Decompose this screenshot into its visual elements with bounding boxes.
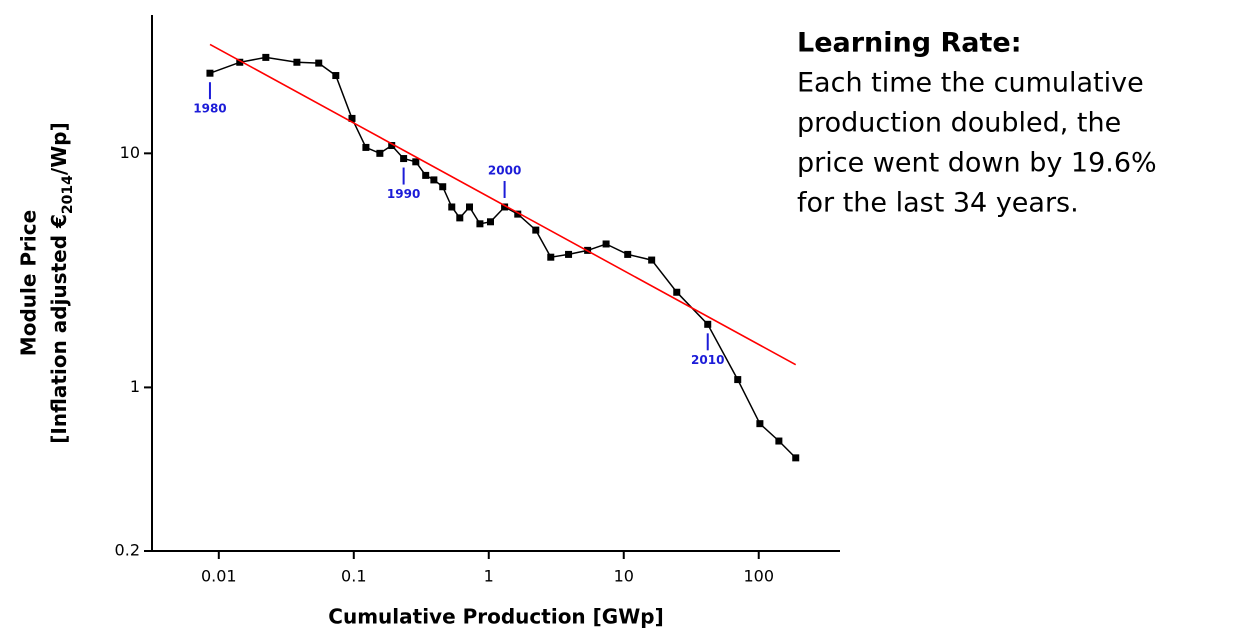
data-point	[236, 58, 244, 66]
data-point	[388, 142, 396, 150]
x-tick-label: 10	[614, 567, 634, 586]
data-point	[602, 240, 610, 248]
data-point	[565, 250, 573, 258]
data-point	[348, 114, 356, 122]
side-line: Each time the cumulative	[797, 68, 1144, 99]
series-line	[209, 56, 797, 459]
data-point	[448, 203, 456, 211]
y-axis-label: Module Price	[17, 210, 41, 356]
annotation-label: 2010	[691, 353, 724, 367]
annotation-label: 2000	[488, 163, 521, 177]
x-tick-label: 100	[743, 567, 774, 586]
y-label-part: [Inflation adjusted €	[47, 214, 71, 444]
annotation-label: 1990	[387, 187, 420, 201]
y-tick-label: 10	[120, 143, 140, 162]
y-axis-label-2: [Inflation adjusted €2014/Wp]	[47, 122, 77, 443]
data-point	[412, 158, 420, 166]
data-point	[439, 183, 447, 191]
data-point	[734, 376, 742, 384]
data-point	[501, 203, 509, 211]
data-point	[332, 72, 340, 80]
data-point	[430, 176, 438, 184]
y-label-part: /Wp]	[47, 122, 71, 175]
series-line	[209, 43, 797, 366]
data-point	[704, 320, 712, 328]
data-point	[532, 226, 540, 234]
annotation-label: 1980	[193, 102, 226, 116]
data-point	[514, 210, 522, 218]
side-line: for the last 34 years.	[797, 188, 1079, 219]
data-point	[648, 256, 656, 264]
data-point	[466, 203, 474, 211]
data-point	[422, 171, 430, 179]
data-point	[262, 53, 270, 61]
x-tick-label: 0.01	[201, 567, 237, 586]
x-tick-label: 0.1	[341, 567, 366, 586]
data-point	[756, 420, 764, 428]
y-tick-label: 1	[130, 377, 140, 396]
data-point	[293, 58, 301, 66]
y-label-sub: 2014	[60, 175, 76, 214]
side-line: price went down by 19.6%	[797, 148, 1157, 179]
data-point	[792, 454, 800, 462]
side-title: Learning Rate:	[797, 28, 1022, 59]
x-axis-label: Cumulative Production [GWp]	[328, 605, 663, 629]
data-point	[775, 437, 783, 445]
data-point	[315, 59, 323, 67]
data-point	[624, 250, 632, 258]
data-point	[376, 149, 384, 157]
data-point	[547, 253, 555, 261]
y-tick-label: 0.2	[115, 541, 140, 560]
data-point	[456, 214, 464, 222]
x-tick-label: 1	[484, 567, 494, 586]
data-point	[400, 155, 408, 163]
data-point	[362, 143, 370, 151]
data-point	[486, 218, 494, 226]
side-line: production doubled, the	[797, 108, 1121, 139]
data-point	[476, 220, 484, 228]
data-point	[206, 69, 214, 77]
data-point	[673, 288, 681, 296]
